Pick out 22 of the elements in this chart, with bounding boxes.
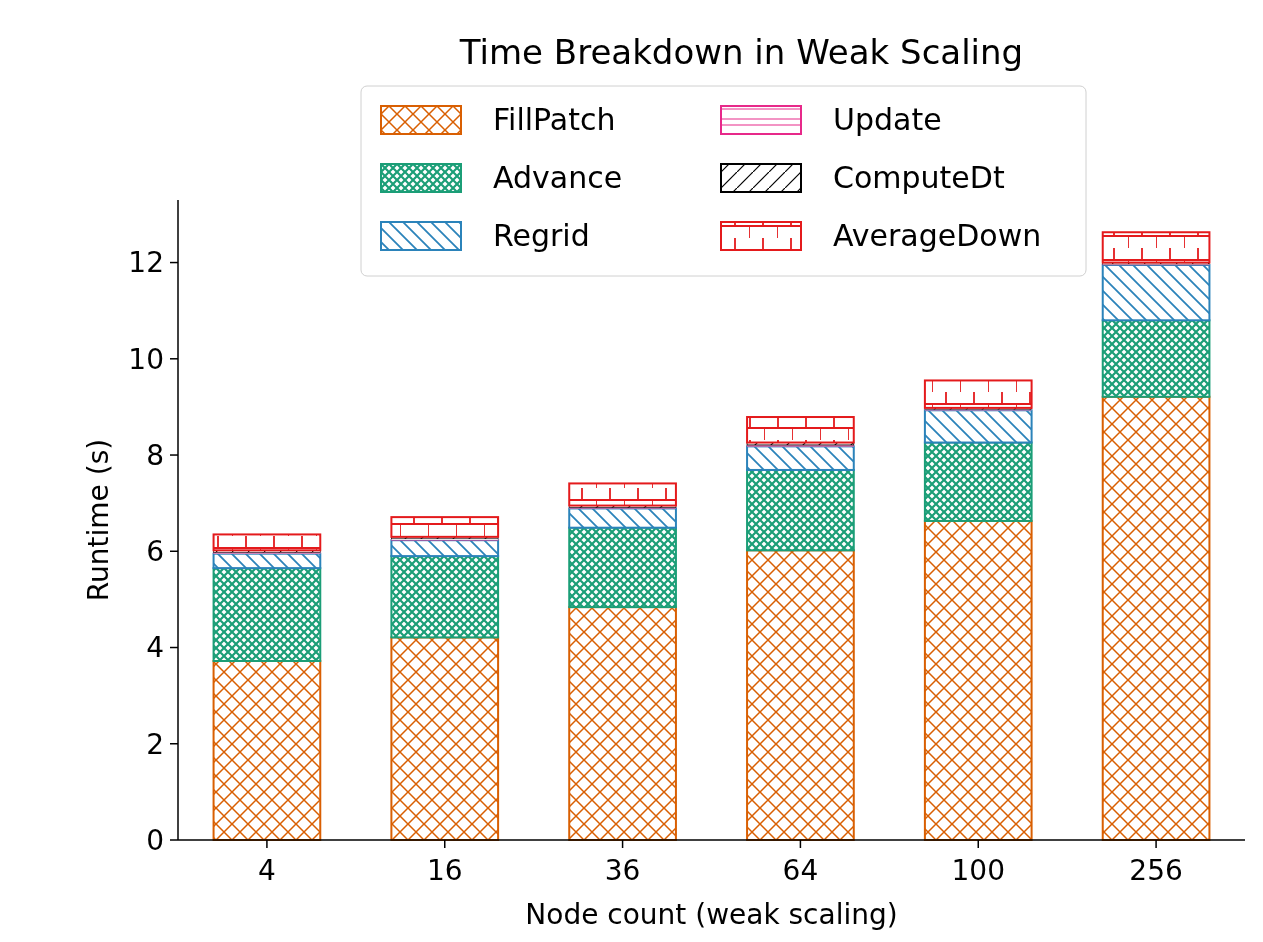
- legend-label: Regrid: [493, 218, 590, 253]
- x-tick-label: 100: [951, 854, 1005, 887]
- y-tick-label: 10: [128, 342, 164, 376]
- y-tick-label: 0: [146, 823, 164, 857]
- x-tick-label: 4: [258, 854, 276, 887]
- x-axis-title: Node count (weak scaling): [525, 898, 898, 931]
- y-tick-label: 12: [128, 246, 164, 280]
- y-tick-label: 4: [146, 631, 164, 665]
- y-tick-label: 8: [146, 438, 164, 472]
- legend-label: ComputeDt: [833, 160, 1005, 195]
- x-tick-label: 256: [1129, 854, 1183, 887]
- x-tick-label: 64: [782, 854, 819, 887]
- y-axis-title: Runtime (s): [82, 438, 115, 602]
- y-tick-label: 6: [146, 535, 164, 569]
- x-tick-label: 36: [604, 854, 641, 887]
- legend-label: AverageDown: [833, 218, 1042, 253]
- legend-label: FillPatch: [493, 102, 616, 137]
- legend-label: Advance: [493, 160, 623, 195]
- x-tick-label: 16: [426, 854, 463, 887]
- chart-title: Time Breakdown in Weak Scaling: [458, 32, 1024, 72]
- legend-label: Update: [833, 102, 942, 137]
- y-tick-label: 2: [146, 727, 164, 761]
